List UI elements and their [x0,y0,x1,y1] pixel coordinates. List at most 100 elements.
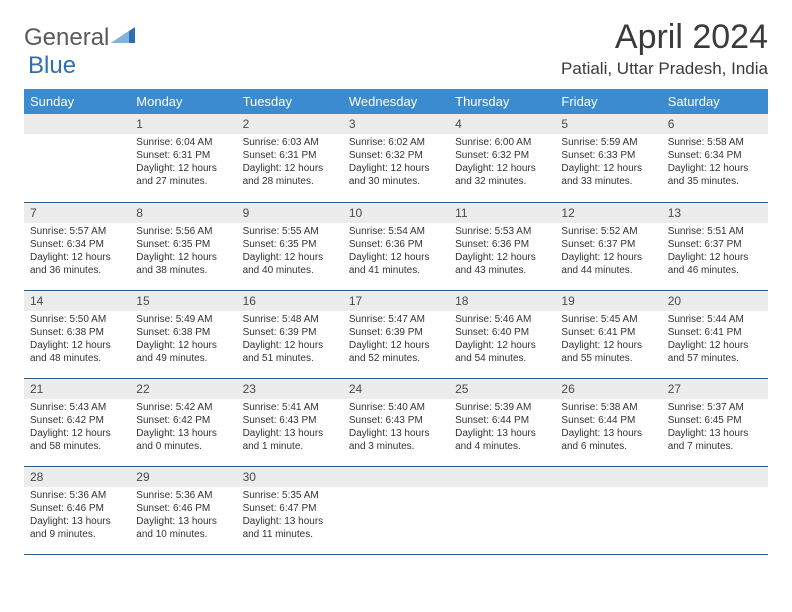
day-details: Sunrise: 5:37 AMSunset: 6:45 PMDaylight:… [662,399,768,457]
calendar-cell: 10 Sunrise: 5:54 AMSunset: 6:36 PMDayligh… [343,202,449,290]
sunset-text: Sunset: 6:44 PM [455,414,549,427]
sunset-text: Sunset: 6:46 PM [136,502,230,515]
daylight-text: Daylight: 12 hours and 30 minutes. [349,162,443,188]
day-number: 10 [343,203,449,223]
sunrise-text: Sunrise: 5:51 AM [668,225,762,238]
sunset-text: Sunset: 6:43 PM [243,414,337,427]
calendar-cell [343,466,449,554]
daylight-text: Daylight: 12 hours and 52 minutes. [349,339,443,365]
day-details: Sunrise: 5:58 AMSunset: 6:34 PMDaylight:… [662,134,768,192]
day-details: Sunrise: 5:51 AMSunset: 6:37 PMDaylight:… [662,223,768,281]
day-number: 28 [24,467,130,487]
sunset-text: Sunset: 6:32 PM [349,149,443,162]
sunset-text: Sunset: 6:37 PM [668,238,762,251]
day-number: 29 [130,467,236,487]
day-number: 30 [237,467,343,487]
day-number: 2 [237,114,343,134]
sunrise-text: Sunrise: 5:43 AM [30,401,124,414]
day-details: Sunrise: 5:59 AMSunset: 6:33 PMDaylight:… [555,134,661,192]
day-details: Sunrise: 6:03 AMSunset: 6:31 PMDaylight:… [237,134,343,192]
day-number: 16 [237,291,343,311]
sunset-text: Sunset: 6:41 PM [561,326,655,339]
day-number: 8 [130,203,236,223]
calendar-cell: 20Sunrise: 5:44 AMSunset: 6:41 PMDayligh… [662,290,768,378]
day-details: Sunrise: 5:49 AMSunset: 6:38 PMDaylight:… [130,311,236,369]
day-number: 20 [662,291,768,311]
daylight-text: Daylight: 13 hours and 9 minutes. [30,515,124,541]
calendar-cell: 29Sunrise: 5:36 AMSunset: 6:46 PMDayligh… [130,466,236,554]
sunrise-text: Sunrise: 5:40 AM [349,401,443,414]
sunset-text: Sunset: 6:33 PM [561,149,655,162]
sunrise-text: Sunrise: 5:41 AM [243,401,337,414]
calendar-cell: 24Sunrise: 5:40 AMSunset: 6:43 PMDayligh… [343,378,449,466]
day-details: Sunrise: 5:42 AMSunset: 6:42 PMDaylight:… [130,399,236,457]
daylight-text: Daylight: 12 hours and 46 minutes. [668,251,762,277]
sunrise-text: Sunrise: 6:02 AM [349,136,443,149]
calendar-cell [449,466,555,554]
sunset-text: Sunset: 6:36 PM [455,238,549,251]
sunset-text: Sunset: 6:32 PM [455,149,549,162]
calendar-week-row: 14Sunrise: 5:50 AMSunset: 6:38 PMDayligh… [24,290,768,378]
day-number: 3 [343,114,449,134]
daylight-text: Daylight: 12 hours and 40 minutes. [243,251,337,277]
logo: General [24,24,137,52]
daylight-text: Daylight: 12 hours and 43 minutes. [455,251,549,277]
calendar-cell [24,114,130,202]
daylight-text: Daylight: 12 hours and 55 minutes. [561,339,655,365]
sunrise-text: Sunrise: 5:57 AM [30,225,124,238]
sunrise-text: Sunrise: 5:36 AM [136,489,230,502]
sunset-text: Sunset: 6:34 PM [30,238,124,251]
day-details: Sunrise: 5:39 AMSunset: 6:44 PMDaylight:… [449,399,555,457]
day-details: Sunrise: 5:55 AMSunset: 6:35 PMDaylight:… [237,223,343,281]
calendar-cell: 22Sunrise: 5:42 AMSunset: 6:42 PMDayligh… [130,378,236,466]
daylight-text: Daylight: 13 hours and 11 minutes. [243,515,337,541]
day-details: Sunrise: 5:40 AMSunset: 6:43 PMDaylight:… [343,399,449,457]
sunrise-text: Sunrise: 5:35 AM [243,489,337,502]
sunset-text: Sunset: 6:41 PM [668,326,762,339]
weekday-header: Saturday [662,89,768,114]
sunset-text: Sunset: 6:36 PM [349,238,443,251]
day-number: 5 [555,114,661,134]
sunset-text: Sunset: 6:34 PM [668,149,762,162]
sunrise-text: Sunrise: 5:54 AM [349,225,443,238]
calendar-cell [555,466,661,554]
calendar-cell: 11Sunrise: 5:53 AMSunset: 6:36 PMDayligh… [449,202,555,290]
weekday-header: Wednesday [343,89,449,114]
weekday-header: Friday [555,89,661,114]
day-details: Sunrise: 5:43 AMSunset: 6:42 PMDaylight:… [24,399,130,457]
daylight-text: Daylight: 13 hours and 7 minutes. [668,427,762,453]
logo-text-blue: Blue [28,52,76,80]
daylight-text: Daylight: 12 hours and 44 minutes. [561,251,655,277]
calendar-cell: 25Sunrise: 5:39 AMSunset: 6:44 PMDayligh… [449,378,555,466]
sunrise-text: Sunrise: 5:46 AM [455,313,549,326]
calendar-cell: 19Sunrise: 5:45 AMSunset: 6:41 PMDayligh… [555,290,661,378]
daylight-text: Daylight: 12 hours and 54 minutes. [455,339,549,365]
sunrise-text: Sunrise: 5:37 AM [668,401,762,414]
daylight-text: Daylight: 12 hours and 32 minutes. [455,162,549,188]
daylight-text: Daylight: 12 hours and 41 minutes. [349,251,443,277]
sunrise-text: Sunrise: 5:45 AM [561,313,655,326]
sunset-text: Sunset: 6:43 PM [349,414,443,427]
sunset-text: Sunset: 6:31 PM [136,149,230,162]
day-details: Sunrise: 5:48 AMSunset: 6:39 PMDaylight:… [237,311,343,369]
calendar-cell: 1Sunrise: 6:04 AMSunset: 6:31 PMDaylight… [130,114,236,202]
weekday-header: Sunday [24,89,130,114]
month-title: April 2024 [561,18,768,57]
day-details: Sunrise: 5:46 AMSunset: 6:40 PMDaylight:… [449,311,555,369]
day-details: Sunrise: 6:02 AMSunset: 6:32 PMDaylight:… [343,134,449,192]
calendar-cell: 16Sunrise: 5:48 AMSunset: 6:39 PMDayligh… [237,290,343,378]
sunset-text: Sunset: 6:35 PM [136,238,230,251]
day-number: 11 [449,203,555,223]
sunset-text: Sunset: 6:38 PM [136,326,230,339]
day-number: 12 [555,203,661,223]
sunset-text: Sunset: 6:39 PM [349,326,443,339]
sunrise-text: Sunrise: 5:52 AM [561,225,655,238]
daylight-text: Daylight: 12 hours and 48 minutes. [30,339,124,365]
day-details: Sunrise: 5:47 AMSunset: 6:39 PMDaylight:… [343,311,449,369]
day-details: Sunrise: 5:36 AMSunset: 6:46 PMDaylight:… [130,487,236,545]
sunset-text: Sunset: 6:44 PM [561,414,655,427]
calendar-cell: 5Sunrise: 5:59 AMSunset: 6:33 PMDaylight… [555,114,661,202]
daylight-text: Daylight: 12 hours and 33 minutes. [561,162,655,188]
sunrise-text: Sunrise: 5:49 AM [136,313,230,326]
day-number [449,467,555,487]
